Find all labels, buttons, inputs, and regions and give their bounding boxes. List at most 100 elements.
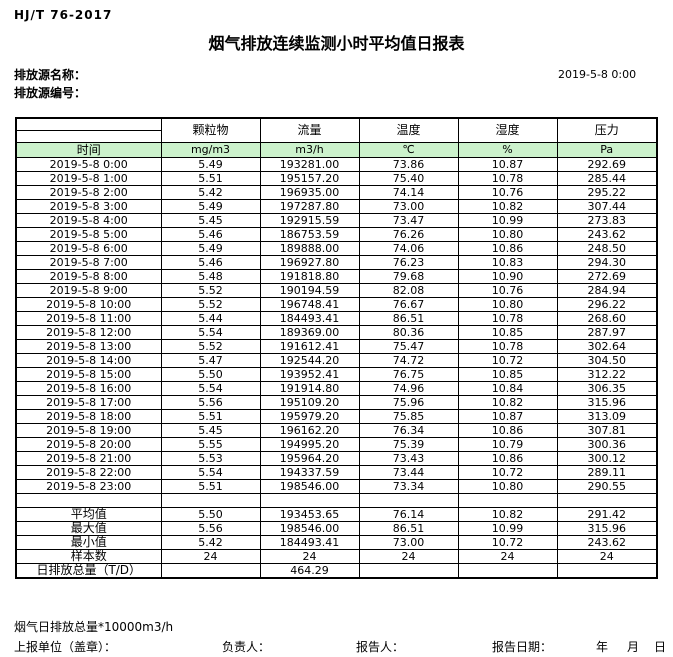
time-cell: 2019-5-8 14:00: [15, 353, 162, 368]
column-header-pressure: 压力: [556, 117, 658, 143]
table-row: 2019-5-8 11:00 5.44 184493.41 86.51 10.78 268…: [15, 311, 658, 326]
table-row: 2019-5-8 22:00 5.54 194337.59 73.44 10.72 289…: [15, 465, 658, 480]
value-cell: 73.47: [358, 213, 459, 228]
summary-value-cell: [457, 563, 558, 579]
time-cell: 2019-5-8 17:00: [15, 395, 162, 410]
value-cell: 5.54: [160, 465, 261, 480]
value-cell: 76.75: [358, 367, 459, 382]
summary-row: 最大值 5.56 198546.00 86.51 10.99 315.96: [15, 521, 658, 536]
value-cell: 10.87: [457, 157, 558, 172]
spacer-cell: [556, 493, 658, 508]
table-row: 2019-5-8 12:00 5.54 189369.00 80.36 10.85 287…: [15, 325, 658, 340]
source-name-label: 排放源名称：: [14, 68, 87, 82]
value-cell: 74.72: [358, 353, 459, 368]
summary-value-cell: 5.56: [160, 521, 261, 536]
time-cell: 2019-5-8 22:00: [15, 465, 162, 480]
spacer-section: [15, 493, 658, 508]
time-cell: 2019-5-8 23:00: [15, 479, 162, 494]
column-header-temperature: 温度: [358, 117, 459, 143]
value-cell: 5.49: [160, 241, 261, 256]
value-cell: 195109.20: [259, 395, 360, 410]
value-cell: 194995.20: [259, 437, 360, 452]
table-row: 2019-5-8 6:00 5.49 189888.00 74.06 10.86 248.…: [15, 241, 658, 256]
value-cell: 307.44: [556, 199, 658, 214]
standard-number: HJ/T 76-2017: [14, 8, 113, 22]
summary-value-cell: 76.14: [358, 507, 459, 522]
value-cell: 196162.20: [259, 423, 360, 438]
value-cell: 296.22: [556, 297, 658, 312]
summary-value-cell: 243.62: [556, 535, 658, 550]
value-cell: 5.46: [160, 255, 261, 270]
time-cell: 2019-5-8 19:00: [15, 423, 162, 438]
summary-value-cell: 10.72: [457, 535, 558, 550]
value-cell: 191818.80: [259, 269, 360, 284]
time-cell: 2019-5-8 9:00: [15, 283, 162, 298]
value-cell: 5.47: [160, 353, 261, 368]
table-header: 颗粒物 流量 温度 湿度 压力 时间 mg/m3 m3/h ℃ % Pa: [15, 117, 658, 158]
value-cell: 74.96: [358, 381, 459, 396]
value-cell: 198546.00: [259, 479, 360, 494]
value-cell: 73.44: [358, 465, 459, 480]
time-cell: 2019-5-8 21:00: [15, 451, 162, 466]
value-cell: 196748.41: [259, 297, 360, 312]
time-cell: 2019-5-8 3:00: [15, 199, 162, 214]
table-row: 2019-5-8 19:00 5.45 196162.20 76.34 10.86 307…: [15, 423, 658, 438]
summary-value-cell: 24: [457, 549, 558, 564]
value-cell: 313.09: [556, 409, 658, 424]
column-header-flow: 流量: [259, 117, 360, 143]
time-cell: 2019-5-8 0:00: [15, 157, 162, 172]
blank-cell-top: [15, 117, 162, 131]
value-cell: 273.83: [556, 213, 658, 228]
table-row: 2019-5-8 3:00 5.49 197287.80 73.00 10.82 307.…: [15, 199, 658, 214]
day-label: 日: [654, 640, 667, 654]
summary-value-cell: 315.96: [556, 521, 658, 536]
value-cell: 285.44: [556, 171, 658, 186]
time-cell: 2019-5-8 4:00: [15, 213, 162, 228]
value-cell: 5.52: [160, 297, 261, 312]
summary-row: 最小值 5.42 184493.41 73.00 10.72 243.62: [15, 535, 658, 550]
summary-value-cell: 24: [556, 549, 658, 564]
value-cell: 76.34: [358, 423, 459, 438]
table-row: 2019-5-8 1:00 5.51 195157.20 75.40 10.78 285.…: [15, 171, 658, 186]
value-cell: 76.67: [358, 297, 459, 312]
value-cell: 307.81: [556, 423, 658, 438]
time-cell: 2019-5-8 12:00: [15, 325, 162, 340]
value-cell: 5.54: [160, 381, 261, 396]
value-cell: 10.82: [457, 395, 558, 410]
source-code-label: 排放源编号：: [14, 86, 87, 100]
value-cell: 186753.59: [259, 227, 360, 242]
value-cell: 73.43: [358, 451, 459, 466]
time-cell: 2019-5-8 20:00: [15, 437, 162, 452]
value-cell: 315.96: [556, 395, 658, 410]
value-cell: 5.45: [160, 213, 261, 228]
value-cell: 5.44: [160, 311, 261, 326]
summary-value-cell: [358, 563, 459, 579]
value-cell: 191612.41: [259, 339, 360, 354]
table-row: 2019-5-8 17:00 5.56 195109.20 75.96 10.82 315…: [15, 395, 658, 410]
summary-value-cell: 86.51: [358, 521, 459, 536]
page-title: 烟气排放连续监测小时平均值日报表: [208, 34, 465, 53]
value-cell: 5.56: [160, 395, 261, 410]
value-cell: 75.47: [358, 339, 459, 354]
value-cell: 292.69: [556, 157, 658, 172]
value-cell: 5.46: [160, 227, 261, 242]
time-cell: 2019-5-8 6:00: [15, 241, 162, 256]
month-label: 月: [627, 640, 640, 654]
value-cell: 5.52: [160, 283, 261, 298]
table-row: 2019-5-8 23:00 5.51 198546.00 73.34 10.80 290…: [15, 479, 658, 494]
blank-cell-bottom: [15, 130, 162, 143]
value-cell: 10.90: [457, 269, 558, 284]
value-cell: 243.62: [556, 227, 658, 242]
value-cell: 74.14: [358, 185, 459, 200]
summary-row: 样本数 24 24 24 24 24: [15, 549, 658, 564]
value-cell: 10.80: [457, 297, 558, 312]
summary-row: 日排放总量（T/D） 464.29: [15, 563, 658, 579]
value-cell: 82.08: [358, 283, 459, 298]
value-cell: 196935.00: [259, 185, 360, 200]
time-cell: 2019-5-8 7:00: [15, 255, 162, 270]
value-cell: 190194.59: [259, 283, 360, 298]
value-cell: 5.45: [160, 423, 261, 438]
reporter-label: 报告人：: [356, 640, 405, 654]
summary-value-cell: 10.82: [457, 507, 558, 522]
